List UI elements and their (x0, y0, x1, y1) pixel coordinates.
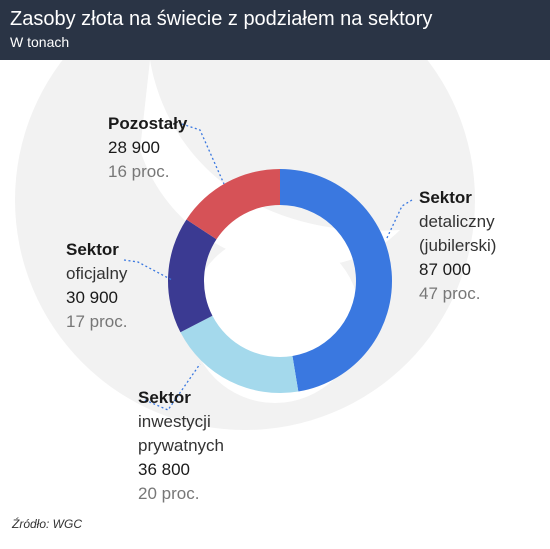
slice-jubilerski (280, 169, 392, 392)
label-inwestycyjny-name-3: prywatnych (138, 436, 224, 455)
label-inwestycyjny: Sektor inwestycji prywatnych 36 800 20 p… (138, 386, 224, 506)
slice-inwestycyjny (180, 315, 299, 393)
label-oficjalny-percent: 17 proc. (66, 312, 128, 331)
label-pozostaly-value: 28 900 (108, 138, 160, 157)
label-pozostaly-name: Pozostały (108, 114, 188, 133)
leader-line-oficjalny (123, 259, 173, 281)
label-oficjalny-name-2: oficjalny (66, 264, 128, 283)
slice-oficjalny (168, 219, 217, 333)
label-jubilerski: Sektor detaliczny (jubilerski) 87 000 47… (419, 186, 496, 306)
label-oficjalny: Sektor oficjalny 30 900 17 proc. (66, 238, 127, 334)
label-inwestycyjny-percent: 20 proc. (138, 484, 200, 503)
source-note: Źródło: WGC (12, 517, 83, 531)
label-oficjalny-name-1: Sektor (66, 240, 119, 259)
label-jubilerski-value: 87 000 (419, 260, 471, 279)
chart-title: Zasoby złota na świecie z podziałem na s… (10, 8, 433, 30)
label-pozostaly-percent: 16 proc. (108, 162, 170, 181)
label-jubilerski-name-2: detaliczny (419, 212, 495, 231)
label-jubilerski-name-1: Sektor (419, 188, 472, 207)
label-jubilerski-percent: 47 proc. (419, 284, 481, 303)
label-inwestycyjny-name-1: Sektor (138, 388, 191, 407)
label-jubilerski-name-3: (jubilerski) (419, 236, 497, 255)
leader-line-jubilerski (385, 199, 413, 241)
label-oficjalny-value: 30 900 (66, 288, 118, 307)
label-pozostaly: Pozostały 28 900 16 proc. (108, 112, 187, 184)
label-inwestycyjny-value: 36 800 (138, 460, 190, 479)
label-inwestycyjny-name-2: inwestycji (138, 412, 211, 431)
chart-subtitle: W tonach (10, 34, 70, 50)
slice-pozostaly (186, 169, 280, 240)
chart-header: Zasoby złota na świecie z podziałem na s… (0, 0, 550, 60)
leader-line-pozostaly (181, 123, 225, 185)
